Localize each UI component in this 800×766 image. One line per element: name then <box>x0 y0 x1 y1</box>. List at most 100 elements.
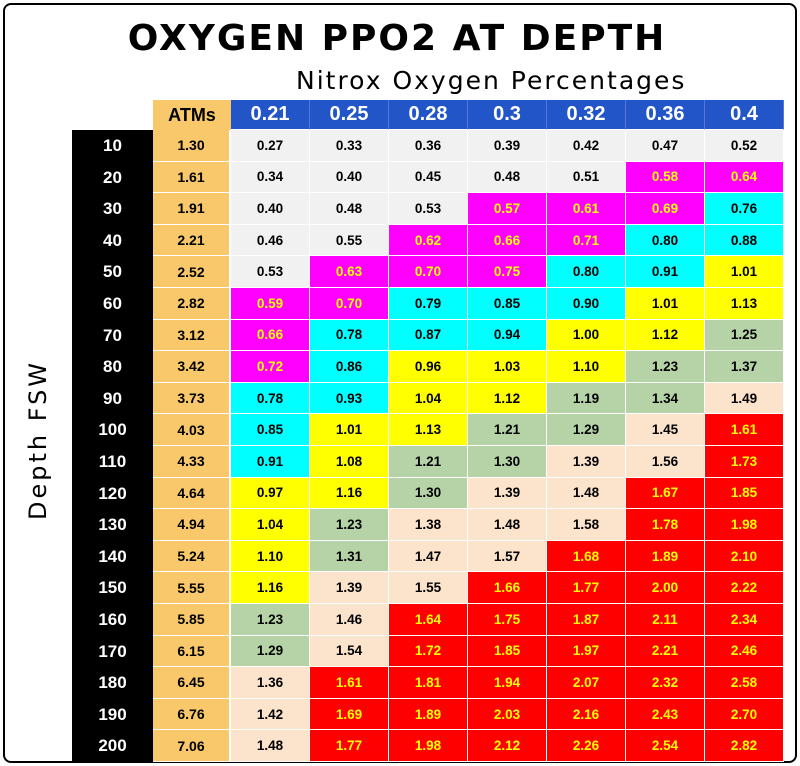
table-cell: 1.46 <box>310 604 389 636</box>
atm-value: 5.85 <box>153 604 231 636</box>
table-cell: 2.22 <box>705 572 784 604</box>
table-cell: 2.03 <box>468 698 547 731</box>
depth-label: 70 <box>72 319 153 352</box>
atm-value: 2.52 <box>153 256 231 288</box>
table-cell: 1.56 <box>626 446 705 478</box>
table-cell: 1.13 <box>389 414 468 446</box>
table-cell: 0.91 <box>231 446 310 478</box>
table-cell: 1.58 <box>547 509 626 541</box>
table-cell: 0.27 <box>231 130 310 162</box>
table-cell: 1.39 <box>547 446 626 478</box>
atm-value: 3.12 <box>153 319 231 352</box>
table-cell: 0.59 <box>231 288 310 320</box>
table-cell: 1.77 <box>310 730 389 762</box>
table-cell: 1.89 <box>389 698 468 731</box>
table-cell: 1.87 <box>547 604 626 636</box>
depth-label: 100 <box>72 414 153 447</box>
column-header-0.36: 0.36 <box>626 100 705 130</box>
table-cell: 0.87 <box>389 319 468 352</box>
table-cell: 0.80 <box>626 224 705 257</box>
table-cell: 2.58 <box>705 667 784 699</box>
table-cell: 1.25 <box>705 319 784 352</box>
table-cell: 0.51 <box>547 161 626 194</box>
depth-label: 60 <box>72 288 153 321</box>
table-cell: 1.23 <box>231 604 310 636</box>
depth-label: 30 <box>72 193 153 226</box>
table-cell: 1.75 <box>468 604 547 636</box>
table-cell: 1.85 <box>468 635 547 668</box>
table-cell: 0.69 <box>626 193 705 225</box>
table-cell: 0.94 <box>468 319 547 352</box>
atm-value: 1.61 <box>153 161 231 194</box>
table-cell: 1.01 <box>626 288 705 320</box>
table-cell: 1.01 <box>310 414 389 446</box>
table-cell: 2.32 <box>626 667 705 699</box>
table-cell: 2.34 <box>705 604 784 636</box>
atm-value: 4.64 <box>153 477 231 510</box>
table-cell: 0.66 <box>468 224 547 257</box>
table-cell: 1.12 <box>468 382 547 415</box>
column-header-0.4: 0.4 <box>705 100 784 130</box>
table-cell: 2.46 <box>705 635 784 668</box>
table-cell: 0.40 <box>231 193 310 225</box>
column-header-0.28: 0.28 <box>389 100 468 130</box>
depth-label: 170 <box>72 635 153 668</box>
atm-value: 3.42 <box>153 351 231 383</box>
table-cell: 1.81 <box>389 667 468 699</box>
atm-value: 5.24 <box>153 540 231 573</box>
atm-value: 6.45 <box>153 667 231 699</box>
table-cell: 0.75 <box>468 256 547 288</box>
table-cell: 1.73 <box>705 446 784 478</box>
table-cell: 1.38 <box>389 509 468 541</box>
table-cell: 0.85 <box>468 288 547 320</box>
table-cell: 0.34 <box>231 161 310 194</box>
atm-value: 5.55 <box>153 572 231 604</box>
column-header-0.21: 0.21 <box>231 100 310 130</box>
table-cell: 1.16 <box>310 477 389 510</box>
table-cell: 0.55 <box>310 224 389 257</box>
atm-value: 6.76 <box>153 698 231 731</box>
table-cell: 2.70 <box>705 698 784 731</box>
table-cell: 0.66 <box>231 319 310 352</box>
table-cell: 0.78 <box>231 382 310 415</box>
table-cell: 0.93 <box>310 382 389 415</box>
table-cell: 1.55 <box>389 572 468 604</box>
table-cell: 1.30 <box>468 446 547 478</box>
table-cell: 1.66 <box>468 572 547 604</box>
table-cell: 0.42 <box>547 130 626 162</box>
table-cell: 0.85 <box>231 414 310 446</box>
table-cell: 2.16 <box>547 698 626 731</box>
table-cell: 0.76 <box>705 193 784 225</box>
table-cell: 1.29 <box>231 635 310 668</box>
table-cell: 1.57 <box>468 540 547 573</box>
table-cell: 1.36 <box>231 667 310 699</box>
table-cell: 0.40 <box>310 161 389 194</box>
table-cell: 1.54 <box>310 635 389 668</box>
table-cell: 0.64 <box>705 161 784 194</box>
table-cell: 1.64 <box>389 604 468 636</box>
table-cell: 0.52 <box>705 130 784 162</box>
atm-value: 4.33 <box>153 446 231 478</box>
table-cell: 1.48 <box>547 477 626 510</box>
table-cell: 2.11 <box>626 604 705 636</box>
table-cell: 1.21 <box>389 446 468 478</box>
table-cell: 1.04 <box>231 509 310 541</box>
table-cell: 1.48 <box>468 509 547 541</box>
table-cell: 0.47 <box>626 130 705 162</box>
table-cell: 1.77 <box>547 572 626 604</box>
table-cell: 2.21 <box>626 635 705 668</box>
table-cell: 1.10 <box>231 540 310 573</box>
table-cell: 1.13 <box>705 288 784 320</box>
table-cell: 1.89 <box>626 540 705 573</box>
table-cell: 0.53 <box>231 256 310 288</box>
table-cell: 0.63 <box>310 256 389 288</box>
atm-value: 3.73 <box>153 382 231 415</box>
atm-value: 4.03 <box>153 414 231 446</box>
table-cell: 1.42 <box>231 698 310 731</box>
depth-label: 160 <box>72 604 153 637</box>
depth-label: 40 <box>72 224 153 257</box>
column-header-0.25: 0.25 <box>310 100 389 130</box>
atm-value: 6.15 <box>153 635 231 668</box>
chart-title: OXYGEN PPO2 AT DEPTH <box>127 18 667 59</box>
depth-label: 200 <box>72 730 153 763</box>
